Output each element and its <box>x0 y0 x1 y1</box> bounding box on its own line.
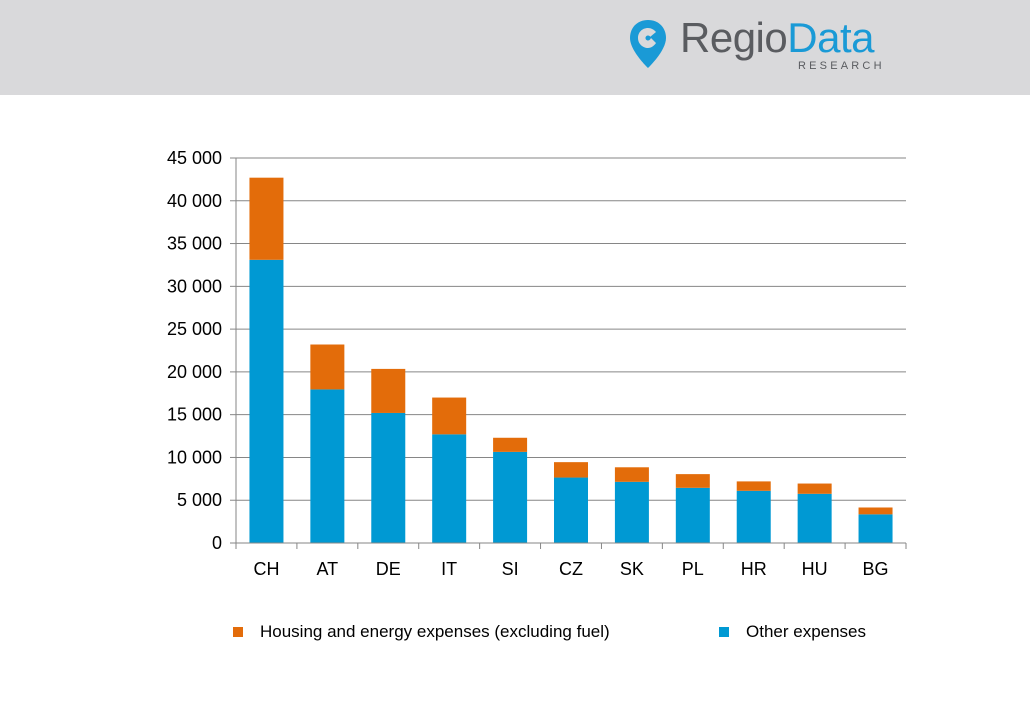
bar-other-de <box>371 412 406 543</box>
bar-other-pl <box>675 487 710 543</box>
legend-item-housing: Housing and energy expenses (excluding f… <box>233 622 610 642</box>
bar-housing-de <box>371 368 406 413</box>
brand-name-part1: Regio <box>680 14 788 61</box>
bar-other-bg <box>858 514 893 543</box>
bar-housing-si <box>493 437 528 452</box>
gridlines <box>236 157 906 501</box>
bar-housing-hr <box>736 481 771 491</box>
brand-wordmark: RegioData <box>680 12 874 64</box>
bar-other-cz <box>554 477 588 543</box>
tick-labels: 0 5 000 10 000 15 000 20 000 25 000 30 000 35 0… <box>167 148 889 579</box>
bar-other-sk <box>614 481 649 543</box>
map-pin-icon <box>630 20 666 68</box>
bar-housing-hu <box>797 483 832 494</box>
y-tick-label: 35 000 <box>167 234 222 254</box>
y-tick-label: 25 000 <box>167 319 222 339</box>
y-tick-label: 10 000 <box>167 447 222 467</box>
bar-housing-at <box>310 344 345 390</box>
y-tick-label: 30 000 <box>167 276 222 296</box>
bar-other-hr <box>736 490 771 543</box>
brand-name-part2: Data <box>787 14 874 61</box>
y-tick-label: 45 000 <box>167 148 222 168</box>
bar-housing-cz <box>554 462 588 478</box>
bar-housing-it <box>432 397 467 435</box>
y-tick-label: 15 000 <box>167 405 222 425</box>
legend-item-other: Other expenses <box>719 622 866 642</box>
bar-other-ch <box>249 259 284 543</box>
bar-other-si <box>493 451 528 543</box>
legend-label-housing: Housing and energy expenses (excluding f… <box>260 622 610 641</box>
bar-other-at <box>310 389 345 543</box>
y-tick-label: 40 000 <box>167 191 222 211</box>
legend-swatch-housing <box>233 627 243 637</box>
bar-housing-pl <box>675 474 710 488</box>
bar-housing-sk <box>614 467 649 482</box>
brand-tagline: RESEARCH <box>798 60 885 72</box>
bar-other-it <box>432 434 467 543</box>
x-tick-label: IT <box>441 559 457 579</box>
y-tick-label: 20 000 <box>167 362 222 382</box>
bar-housing-bg <box>858 507 893 515</box>
legend-label-other: Other expenses <box>746 622 867 641</box>
bars <box>249 177 893 543</box>
legend-swatch-other <box>719 627 729 637</box>
x-tick-label: HR <box>741 559 767 579</box>
x-tick-label: HU <box>802 559 828 579</box>
x-tick-label: SI <box>502 559 519 579</box>
x-tick-label: SK <box>620 559 644 579</box>
x-tick-label: CH <box>253 559 279 579</box>
axes <box>230 157 907 549</box>
y-tick-label: 0 <box>212 533 222 553</box>
chart-legend: Housing and energy expenses (excluding f… <box>0 622 1030 652</box>
x-tick-label: DE <box>376 559 401 579</box>
x-tick-label: BG <box>863 559 889 579</box>
brand-logo: RegioData RESEARCH <box>628 14 898 76</box>
bar-housing-ch <box>249 177 284 260</box>
x-tick-label: PL <box>682 559 704 579</box>
x-tick-label: AT <box>317 559 339 579</box>
bar-other-hu <box>797 493 832 543</box>
x-tick-label: CZ <box>559 559 583 579</box>
header-banner: RegioData RESEARCH <box>0 0 1030 95</box>
y-tick-label: 5 000 <box>177 490 222 510</box>
